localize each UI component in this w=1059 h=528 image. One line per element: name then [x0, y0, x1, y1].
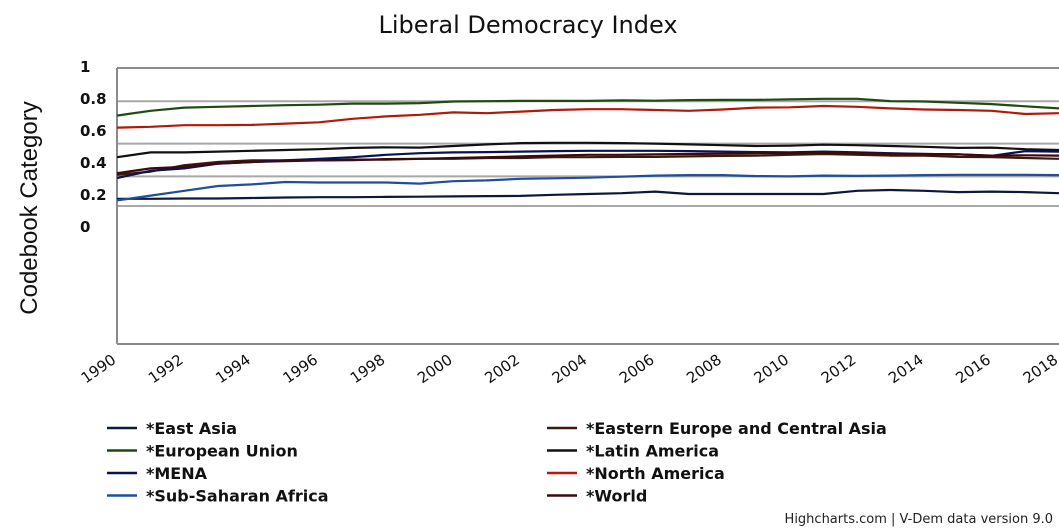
x-tick-label: 2004: [549, 351, 591, 388]
legend-item-east-asia[interactable]: *East Asia: [107, 419, 237, 438]
y-axis-ticks: 1 0.8 0.6 0.4 0.2 0: [80, 58, 107, 236]
x-tick-label: 2000: [414, 351, 456, 388]
chart-credits: Highcharts.com | V-Dem data version 9.0: [785, 512, 1053, 527]
legend-item-eastern-europe-and-central-asia[interactable]: *Eastern Europe and Central Asia: [547, 419, 887, 438]
x-tick-label: 2014: [885, 351, 927, 388]
legend-label: *European Union: [146, 442, 298, 461]
y-axis-label: Codebook Category: [16, 101, 43, 314]
x-tick-label: 2006: [616, 351, 658, 388]
series-lines: [116, 97, 1059, 202]
chart-title: Liberal Democracy Index: [378, 11, 677, 39]
plot-frame: [116, 67, 1059, 345]
legend-label: *Latin America: [586, 442, 719, 461]
y-tick-label: 0.8: [80, 90, 107, 108]
y-tick-label: 0: [80, 218, 90, 236]
x-tick-label: 2016: [952, 351, 994, 388]
legend-label: *World: [586, 487, 647, 506]
series-line-sub-saharan-africa[interactable]: [116, 173, 1059, 202]
legend-label: *MENA: [146, 464, 208, 483]
legend-item-north-america[interactable]: *North America: [547, 464, 725, 483]
x-tick-label: 1990: [78, 351, 120, 388]
legend-label: *Sub-Saharan Africa: [146, 487, 329, 506]
series-line-latin-america[interactable]: [116, 141, 1059, 159]
y-tick-label: 1: [80, 58, 90, 76]
x-tick-label: 2008: [683, 351, 725, 388]
legend-label: *North America: [586, 464, 725, 483]
x-tick-label: 2018: [1020, 351, 1059, 388]
legend-item-world[interactable]: *World: [547, 487, 647, 506]
legend-item-latin-america[interactable]: *Latin America: [547, 442, 719, 461]
x-tick-label: 1994: [212, 351, 254, 388]
legend-item-mena[interactable]: *MENA: [107, 464, 208, 483]
x-axis-ticks: 1990 1992 1994 1996 1998 2000 2002 2004 2006 2008…: [78, 351, 1059, 388]
x-tick-label: 2002: [481, 351, 523, 388]
series-line-north-america[interactable]: [116, 104, 1059, 129]
series-line-east-asia[interactable]: [117, 188, 1059, 200]
series-line-world[interactable]: [116, 151, 1059, 175]
y-tick-label: 0.2: [80, 186, 107, 204]
x-tick-label: 1998: [347, 351, 389, 388]
series-line-eastern-europe-and-central-asia[interactable]: [116, 152, 1059, 176]
y-tick-label: 0.4: [80, 154, 107, 172]
legend-label: *East Asia: [146, 419, 237, 438]
legend: *East Asia *Eastern Europe and Central As…: [107, 419, 887, 506]
legend-label: *Eastern Europe and Central Asia: [586, 419, 887, 438]
legend-item-european-union[interactable]: *European Union: [107, 442, 298, 461]
x-tick-label: 2010: [751, 351, 793, 388]
legend-item-sub-saharan-africa[interactable]: *Sub-Saharan Africa: [107, 487, 329, 506]
series-line-european-union[interactable]: [116, 97, 1059, 117]
x-tick-label: 2012: [818, 351, 860, 388]
x-tick-label: 1996: [280, 351, 322, 388]
x-tick-label: 1992: [145, 351, 187, 388]
y-tick-label: 0.6: [80, 122, 107, 140]
